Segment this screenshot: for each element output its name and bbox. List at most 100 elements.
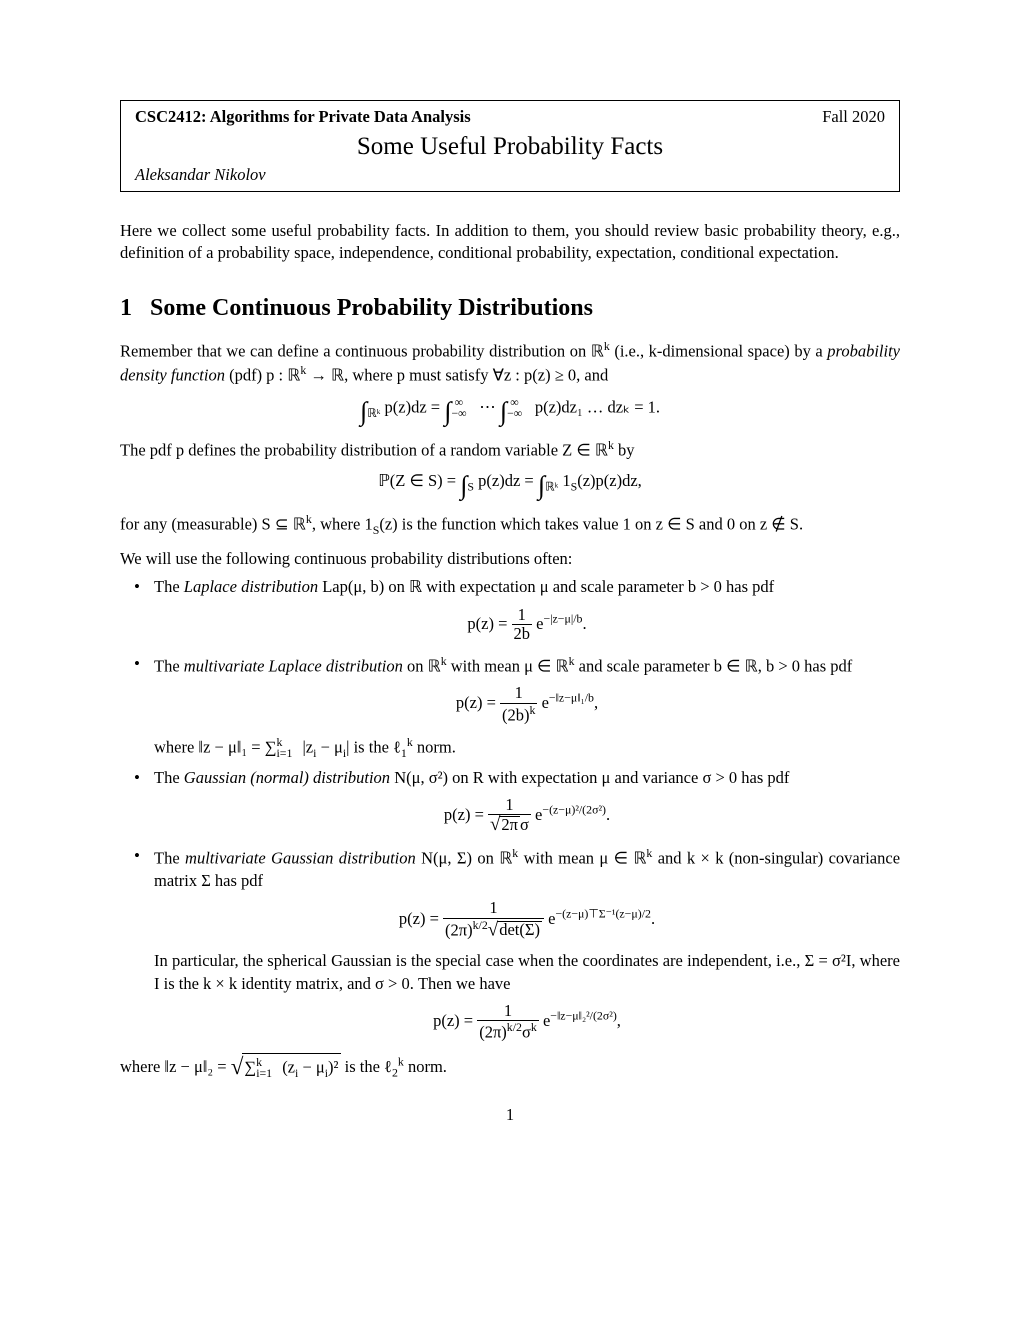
distribution-list: The Laplace distribution Lap(μ, b) on ℝ … <box>120 576 900 1041</box>
text: − μ <box>298 1057 324 1076</box>
text: with mean μ ∈ ℝ <box>518 849 646 868</box>
text: The <box>154 656 184 675</box>
text: p(z)dz₁ … dzₖ = 1. <box>535 398 660 417</box>
lhs: p(z) = <box>467 613 511 632</box>
text: for any (measurable) S ⊆ ℝ <box>120 515 306 534</box>
text: p(z)dz = <box>385 398 445 417</box>
numerator: 1 <box>443 900 544 918</box>
lhs: p(z) = <box>433 1011 477 1030</box>
exponent: −(z−μ)⊤Σ⁻¹(z−μ)/2 <box>555 907 651 921</box>
text: 1 <box>562 471 570 490</box>
dot: . <box>582 613 586 632</box>
item-laplace: The Laplace distribution Lap(μ, b) on ℝ … <box>120 576 900 642</box>
dist-name: Gaussian (normal) distribution <box>184 768 390 787</box>
text: by <box>614 441 635 460</box>
limit: ∞ <box>510 395 518 409</box>
text: (z)p(z)dz, <box>577 471 642 490</box>
numerator: 1 <box>512 607 533 625</box>
section-title: Some Continuous Probability Distribution… <box>150 295 593 321</box>
exponent: −(z−μ)²/(2σ²) <box>542 802 606 816</box>
comma: , <box>617 1011 621 1030</box>
page: CSC2412: Algorithms for Private Data Ana… <box>0 0 1020 1165</box>
text: The <box>154 768 184 787</box>
course-code: CSC2412: Algorithms for Private Data Ana… <box>135 107 471 127</box>
author: Aleksandar Nikolov <box>135 165 885 185</box>
text: norm. <box>404 1057 447 1076</box>
para-l2-norm: where ‖z − μ‖₂ = √∑i=1k (zi − μi)² is th… <box>120 1051 900 1082</box>
text: (i.e., k-dimensional space) by a <box>610 341 827 360</box>
numerator: 1 <box>488 797 531 815</box>
text: where ‖z − μ‖₂ = <box>120 1057 231 1076</box>
para-indicator: for any (measurable) S ⊆ ℝk, where 1S(z)… <box>120 511 900 538</box>
denominator: √2πσ <box>488 814 531 835</box>
sum-upper: k <box>256 1055 262 1069</box>
text: Remember that we can define a continuous… <box>120 341 604 360</box>
text: where ‖z − μ‖₁ = ∑ <box>154 737 277 756</box>
sigma: σ <box>520 815 529 834</box>
sup-k: k <box>531 1020 537 1034</box>
text: )² <box>328 1057 338 1076</box>
header-line1: CSC2412: Algorithms for Private Data Ana… <box>135 107 885 127</box>
page-number: 1 <box>120 1105 900 1125</box>
text: N(μ, Σ) on ℝ <box>416 849 513 868</box>
doc-title: Some Useful Probability Facts <box>135 133 885 161</box>
exponent: −‖z−μ‖₂²/(2σ²) <box>550 1008 617 1022</box>
equation-spherical: p(z) = 1(2π)k/2σk e−‖z−μ‖₂²/(2σ²), <box>154 1003 900 1042</box>
text: The <box>154 849 185 868</box>
text: | is the ℓ <box>346 737 401 756</box>
exponent: −|z−μ|/b <box>543 611 582 625</box>
exp-k2: k/2 <box>473 918 488 932</box>
numerator: 1 <box>477 1003 539 1021</box>
equation-mv-gaussian: p(z) = 1(2π)k/2√det(Σ) e−(z−μ)⊤Σ⁻¹(z−μ)/… <box>154 900 900 940</box>
sqrt-content: 2π <box>499 816 520 834</box>
sup-k: k <box>530 703 536 717</box>
equation-mv-laplace: p(z) = 1(2b)k e−‖z−μ‖₁/b, <box>154 685 900 724</box>
header-box: CSC2412: Algorithms for Private Data Ana… <box>120 100 900 192</box>
int-domain: S <box>467 480 474 494</box>
sqrt-content: det(Σ) <box>497 921 542 939</box>
term: Fall 2020 <box>822 107 885 127</box>
text: is the ℓ <box>341 1057 392 1076</box>
text: N(μ, σ²) on R with expectation μ and var… <box>390 768 789 787</box>
text: on ℝ <box>403 656 441 675</box>
para-rv-definition: The pdf p defines the probability distri… <box>120 437 900 462</box>
lhs: p(z) = <box>444 805 488 824</box>
para-list-intro: We will use the following continuous pro… <box>120 548 900 570</box>
exponent: −‖z−μ‖₁/b <box>549 691 594 705</box>
intro-paragraph: Here we collect some useful probability … <box>120 220 900 265</box>
dist-name: Laplace distribution <box>184 577 318 596</box>
denominator: (2π)k/2σk <box>477 1020 539 1041</box>
equation-laplace: p(z) = 12b e−|z−μ|/b. <box>154 607 900 643</box>
section-1-heading: 1 Some Continuous Probability Distributi… <box>120 295 900 322</box>
text: The pdf p defines the probability distri… <box>120 441 608 460</box>
denominator: (2π)k/2√det(Σ) <box>443 918 544 940</box>
exp-k2: k/2 <box>507 1020 522 1034</box>
text: → ℝ, where p must satisfy ∀z : p(z) ≥ 0,… <box>306 366 608 385</box>
e: e <box>542 693 549 712</box>
limit: ∞ <box>455 395 463 409</box>
den-text: (2b) <box>502 705 530 724</box>
lhs: p(z) = <box>399 909 443 928</box>
text: |z <box>298 737 313 756</box>
dot: . <box>651 909 655 928</box>
text: with mean μ ∈ ℝ <box>447 656 569 675</box>
text: (pdf) p : ℝ <box>225 366 300 385</box>
den-a: (2π) <box>479 1023 507 1042</box>
text: (z <box>278 1057 295 1076</box>
den-a: (2π) <box>445 920 473 939</box>
dist-name: multivariate Laplace distribution <box>184 656 403 675</box>
equation-integral-1: ∫ℝᵏ p(z)dz = ∫−∞∞ ⋯ ∫−∞∞ p(z)dz₁ … dzₖ =… <box>120 395 900 427</box>
item-mv-laplace: The multivariate Laplace distribution on… <box>120 653 900 761</box>
int-domain: ℝᵏ <box>367 406 380 420</box>
para-pdf-definition: Remember that we can define a continuous… <box>120 338 900 388</box>
text: norm. <box>413 737 456 756</box>
denominator: 2b <box>512 624 533 643</box>
para-spherical: In particular, the spherical Gaussian is… <box>154 950 900 995</box>
int-domain: ℝᵏ <box>545 480 558 494</box>
text: and scale parameter b ∈ ℝ, b > 0 has pdf <box>575 656 853 675</box>
item-mv-gaussian: The multivariate Gaussian distribution N… <box>120 845 900 1041</box>
sqrt-content: ∑i=1k (zi − μi)² <box>242 1053 340 1081</box>
text: Lap(μ, b) on ℝ with expectation μ and sc… <box>318 577 774 596</box>
text: , where 1 <box>312 515 373 534</box>
text: p(z)dz = <box>478 471 538 490</box>
